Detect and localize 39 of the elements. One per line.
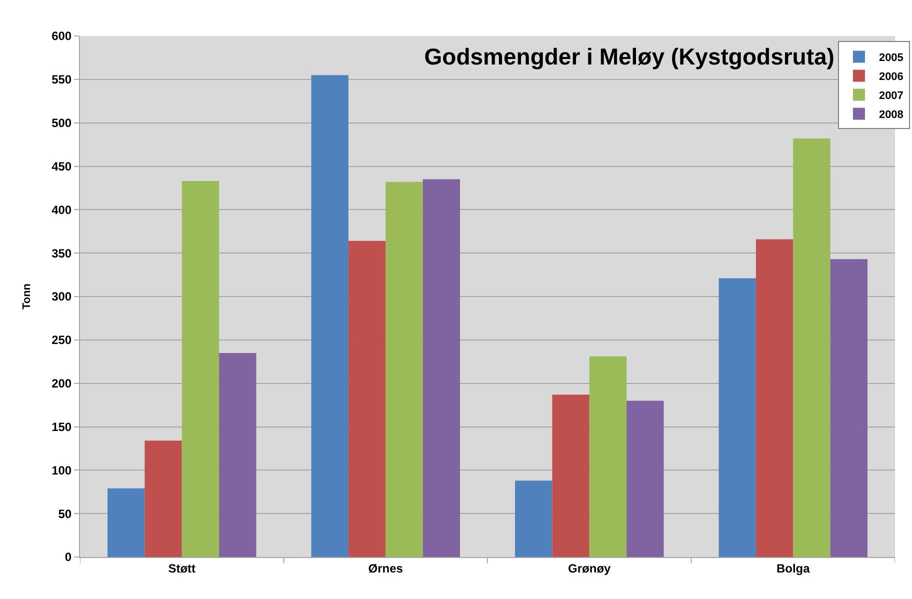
bar — [626, 400, 664, 557]
y-tick-label: 550 — [52, 72, 72, 87]
y-tick-label: 0 — [64, 550, 72, 564]
x-tick-label: Grønøy — [568, 561, 612, 576]
bar — [830, 259, 868, 557]
bar — [793, 138, 830, 557]
x-tick-label: Ørnes — [368, 561, 404, 576]
bar — [311, 75, 348, 557]
y-tick-label: 250 — [52, 333, 72, 348]
y-tick-label: 50 — [58, 506, 72, 521]
y-tick-label: 500 — [52, 116, 72, 130]
x-tick-label: Bolga — [776, 561, 810, 576]
y-tick-label: 200 — [52, 376, 72, 391]
bar — [589, 356, 627, 557]
bar — [718, 278, 756, 557]
bar — [144, 440, 182, 557]
legend-label: 2008 — [878, 109, 904, 121]
y-tick-label: 350 — [52, 246, 72, 260]
bar — [108, 488, 145, 557]
bar — [422, 179, 460, 557]
y-tick-label: 100 — [52, 463, 72, 478]
bar — [386, 182, 423, 557]
legend-label: 2006 — [878, 71, 904, 83]
x-tick-label: Støtt — [168, 561, 196, 576]
bar — [756, 239, 794, 557]
bar — [219, 352, 256, 557]
y-tick-label: 600 — [52, 29, 72, 44]
bar — [552, 394, 590, 557]
y-axis-title: Tonn — [21, 283, 34, 310]
legend-label: 2005 — [878, 52, 904, 64]
bar — [348, 240, 386, 557]
y-tick-label: 150 — [52, 420, 72, 434]
chart-title: Godsmengder i Meløy (Kystgodsruta) — [424, 43, 834, 70]
y-tick-label: 400 — [52, 202, 72, 217]
bar — [515, 480, 552, 557]
bar — [182, 181, 220, 557]
y-tick-label: 450 — [52, 159, 72, 174]
legend-label: 2007 — [878, 90, 904, 102]
y-tick-label: 300 — [52, 290, 72, 304]
